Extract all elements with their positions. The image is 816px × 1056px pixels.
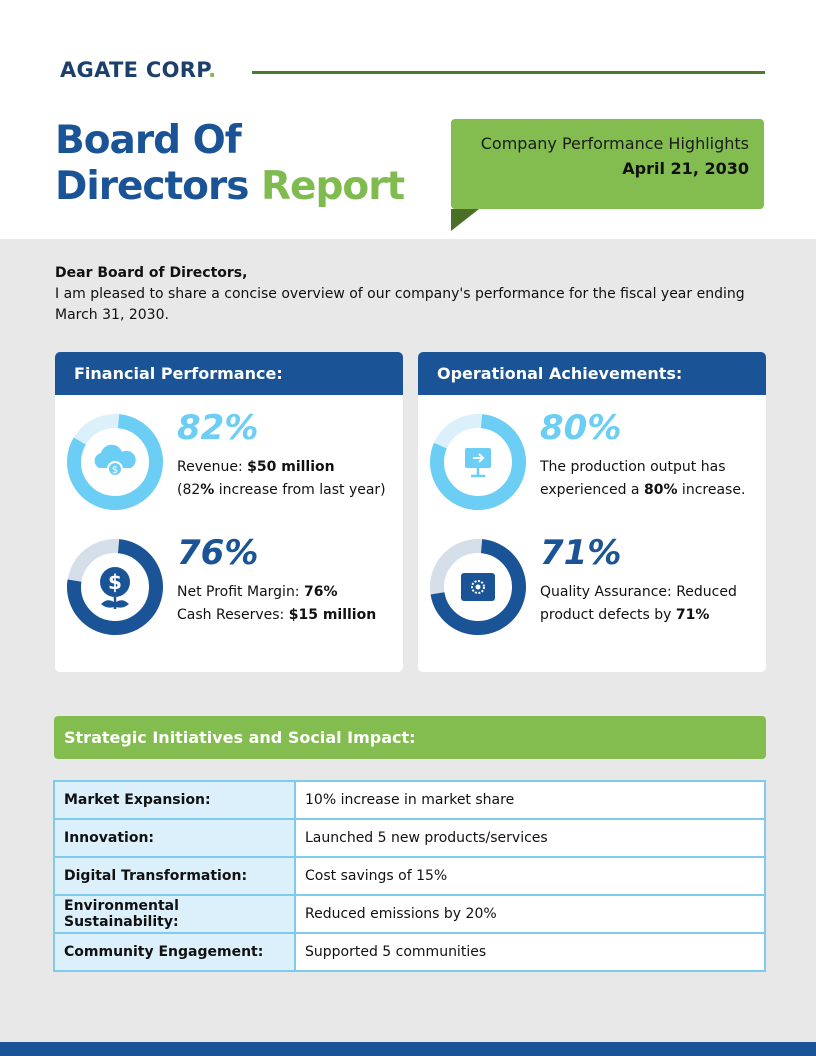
metric-item: $ 76% Net Profit Margin: 76% Cash Reserv… [65, 533, 395, 647]
svg-text:$: $ [112, 465, 118, 476]
table-row: Innovation: Launched 5 new products/servi… [53, 818, 766, 858]
header-section: AGATE CORP. Board Of Directors Report Co… [0, 0, 816, 239]
donut-chart: $ [67, 539, 163, 635]
initiative-name: Market Expansion: [53, 780, 296, 820]
metric-percent: 76% [177, 533, 259, 573]
footer-bar [0, 1042, 816, 1056]
initiative-result: Supported 5 communities [294, 932, 766, 972]
table-row: Market Expansion: 10% increase in market … [53, 780, 766, 820]
strategic-title: Strategic Initiatives and Social Impact: [54, 716, 766, 759]
intro-letter: Dear Board of Directors, I am pleased to… [55, 265, 745, 323]
metric-percent: 80% [540, 408, 622, 448]
initiative-name: Community Engagement: [53, 932, 296, 972]
strategic-table: Market Expansion: 10% increase in market … [53, 780, 766, 972]
card-title: Financial Performance: [55, 352, 403, 395]
metric-item: $ 82% Revenue: $50 million (82% increase… [65, 408, 395, 522]
highlights-banner: Company Performance Highlights April 21,… [451, 119, 764, 209]
donut-progress [67, 414, 163, 510]
banner-fold [451, 209, 479, 231]
metric-percent: 71% [540, 533, 622, 573]
table-row: Digital Transformation: Cost savings of 1… [53, 856, 766, 896]
initiative-result: Launched 5 new products/services [294, 818, 766, 858]
metric-description: Revenue: $50 million (82% increase from … [177, 459, 386, 498]
quality-badge-icon [461, 573, 495, 601]
metric-item: 71% Quality Assurance: Reduced product d… [428, 533, 758, 647]
donut-chart [430, 414, 526, 510]
donut-chart [430, 539, 526, 635]
initiative-result: 10% increase in market share [294, 780, 766, 820]
donut-progress [430, 539, 526, 635]
initiative-name: Innovation: [53, 818, 296, 858]
table-row: Environmental Sustainability: Reduced emi… [53, 894, 766, 934]
metric-description: Net Profit Margin: 76% Cash Reserves: $1… [177, 584, 377, 623]
metric-item: 80% The production output has experience… [428, 408, 758, 522]
donut-chart: $ [67, 414, 163, 510]
metric-description: The production output has experienced a … [540, 459, 746, 498]
initiative-result: Cost savings of 15% [294, 856, 766, 896]
svg-text:$: $ [108, 570, 122, 594]
cloud-dollar-icon: $ [94, 444, 136, 477]
initiative-name: Environmental Sustainability: [53, 894, 296, 934]
financial-card: Financial Performance: $ 82% Revenue: $5… [55, 352, 403, 672]
initiative-name: Digital Transformation: [53, 856, 296, 896]
logo: AGATE CORP. [60, 58, 217, 82]
donut-progress [430, 414, 526, 510]
table-row: Community Engagement: Supported 5 communi… [53, 932, 766, 972]
page-title: Board Of Directors Report [55, 118, 405, 209]
metric-description: Quality Assurance: Reduced product defec… [540, 584, 737, 623]
donut-progress [67, 539, 163, 635]
metric-percent: 82% [177, 408, 259, 448]
operational-card: Operational Achievements: 80% The produc… [418, 352, 766, 672]
card-title: Operational Achievements: [418, 352, 766, 395]
initiative-result: Reduced emissions by 20% [294, 894, 766, 934]
monitor-arrow-icon [465, 448, 491, 478]
dollar-plant-icon: $ [100, 567, 130, 609]
divider [252, 71, 765, 74]
